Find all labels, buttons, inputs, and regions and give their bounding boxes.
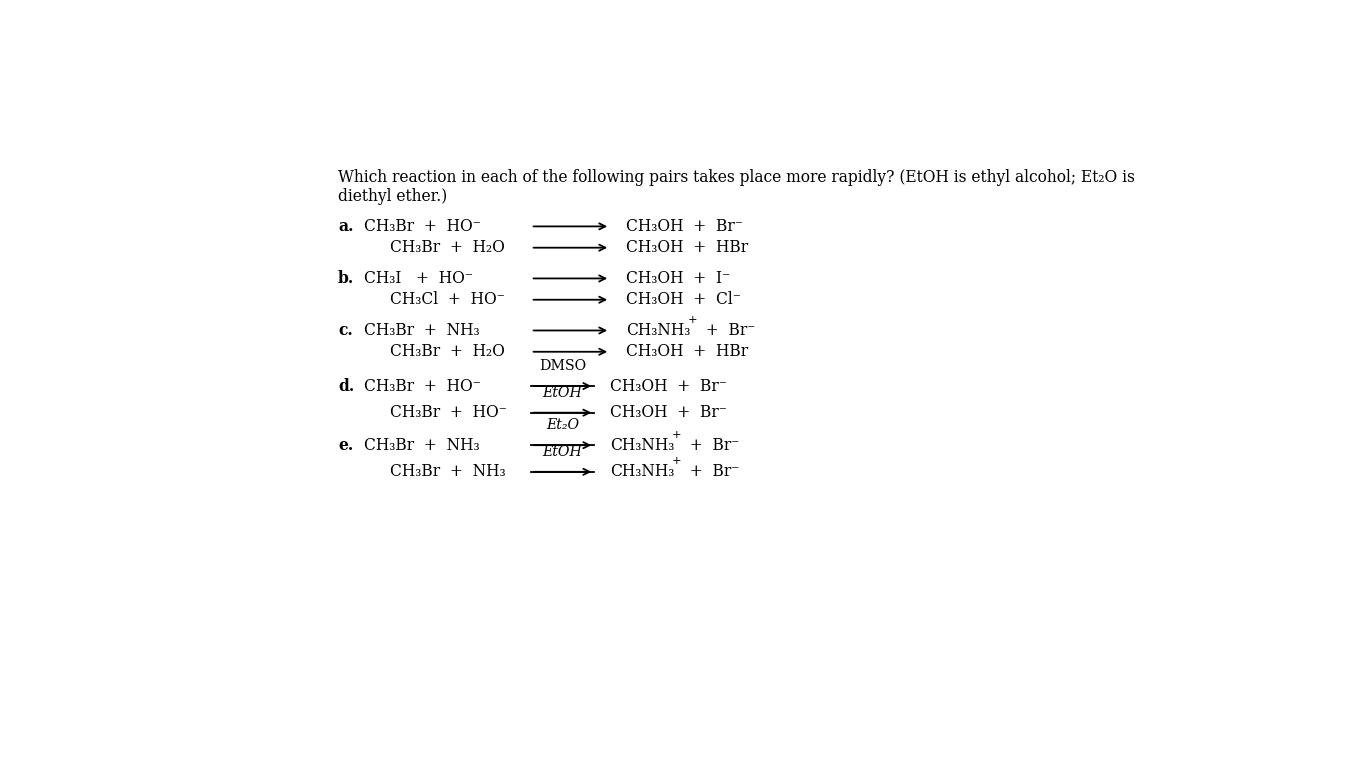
Text: CH₃Br  +  HO⁻: CH₃Br + HO⁻ [365,218,481,235]
Text: CH₃OH  +  HBr: CH₃OH + HBr [626,239,749,257]
Text: c.: c. [337,322,352,339]
Text: CH₃OH  +  Br⁻: CH₃OH + Br⁻ [626,218,743,235]
Text: EtOH: EtOH [542,445,582,458]
Text: CH₃I   +  HO⁻: CH₃I + HO⁻ [365,270,474,287]
Text: +: + [687,315,697,325]
Text: +: + [672,429,682,439]
Text: DMSO: DMSO [540,359,586,373]
Text: CH₃NH₃: CH₃NH₃ [626,322,690,339]
Text: CH₃Br  +  H₂O: CH₃Br + H₂O [389,343,505,360]
Text: b.: b. [337,270,354,287]
Text: CH₃Br  +  NH₃: CH₃Br + NH₃ [365,437,479,454]
Text: CH₃Br  +  NH₃: CH₃Br + NH₃ [389,463,505,480]
Text: +  Br⁻: + Br⁻ [695,322,755,339]
Text: d.: d. [337,378,354,395]
Text: CH₃OH  +  I⁻: CH₃OH + I⁻ [626,270,729,287]
Text: Et₂O: Et₂O [546,419,579,432]
Text: EtOH: EtOH [542,386,582,399]
Text: CH₃OH  +  Br⁻: CH₃OH + Br⁻ [611,404,727,421]
Text: +  Br⁻: + Br⁻ [680,437,739,454]
Text: a.: a. [337,218,354,235]
Text: +: + [672,456,682,466]
Text: diethyl ether.): diethyl ether.) [337,188,447,205]
Text: CH₃Cl  +  HO⁻: CH₃Cl + HO⁻ [389,291,505,308]
Text: CH₃OH  +  HBr: CH₃OH + HBr [626,343,749,360]
Text: CH₃NH₃: CH₃NH₃ [611,463,675,480]
Text: CH₃Br  +  HO⁻: CH₃Br + HO⁻ [365,378,481,395]
Text: CH₃OH  +  Br⁻: CH₃OH + Br⁻ [611,378,727,395]
Text: e.: e. [337,437,354,454]
Text: CH₃Br  +  H₂O: CH₃Br + H₂O [389,239,505,257]
Text: CH₃Br  +  HO⁻: CH₃Br + HO⁻ [389,404,507,421]
Text: CH₃OH  +  Cl⁻: CH₃OH + Cl⁻ [626,291,740,308]
Text: CH₃Br  +  NH₃: CH₃Br + NH₃ [365,322,479,339]
Text: Which reaction in each of the following pairs takes place more rapidly? (EtOH is: Which reaction in each of the following … [337,169,1135,186]
Text: CH₃NH₃: CH₃NH₃ [611,437,675,454]
Text: +  Br⁻: + Br⁻ [680,463,739,480]
